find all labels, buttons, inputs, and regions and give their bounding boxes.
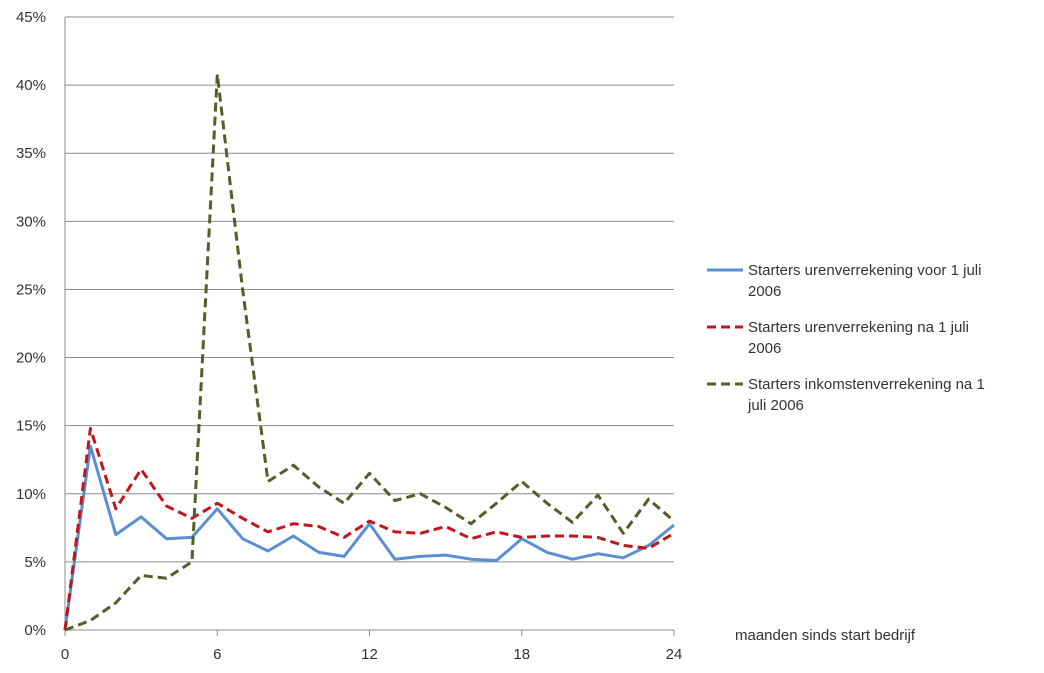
legend-label-2: Starters urenverrekening na 1 juli xyxy=(748,319,969,336)
x-tick-label: 0 xyxy=(61,646,69,663)
legend: Starters urenverrekening voor 1 juli 2006… xyxy=(707,262,985,414)
legend-label-3: juli 2006 xyxy=(747,397,804,414)
series-lines xyxy=(63,72,675,632)
x-tick-label: 24 xyxy=(666,646,683,663)
y-tick-label: 0% xyxy=(24,622,46,639)
y-tick-label: 25% xyxy=(16,281,46,298)
y-tick-label: 35% xyxy=(16,145,46,162)
legend-label-1: Starters urenverrekening voor 1 juli xyxy=(748,262,981,279)
axes: 0% 5% 10% 15% 20% 25% 30% 35% 40% 45% 0 6 12 18 24 xyxy=(16,9,682,663)
y-tick-label: 15% xyxy=(16,418,46,435)
y-tick-label: 40% xyxy=(16,77,46,94)
x-tick-label: 18 xyxy=(513,646,530,663)
gridlines xyxy=(65,16,674,563)
y-tick-label: 5% xyxy=(24,554,46,571)
series-line-3 xyxy=(64,72,675,632)
series-line-2 xyxy=(63,426,675,631)
x-tick-label: 6 xyxy=(213,646,221,663)
series-line-1 xyxy=(63,444,675,631)
legend-label-1: 2006 xyxy=(748,283,781,300)
y-tick-label: 10% xyxy=(16,486,46,503)
y-tick-label: 45% xyxy=(16,9,46,26)
y-tick-label: 30% xyxy=(16,213,46,230)
x-axis-title: maanden sinds start bedrijf xyxy=(735,627,916,644)
legend-label-2: 2006 xyxy=(748,340,781,357)
x-tick-label: 12 xyxy=(361,646,378,663)
y-tick-label: 20% xyxy=(16,350,46,367)
legend-label-3: Starters inkomstenverrekening na 1 xyxy=(748,376,985,393)
